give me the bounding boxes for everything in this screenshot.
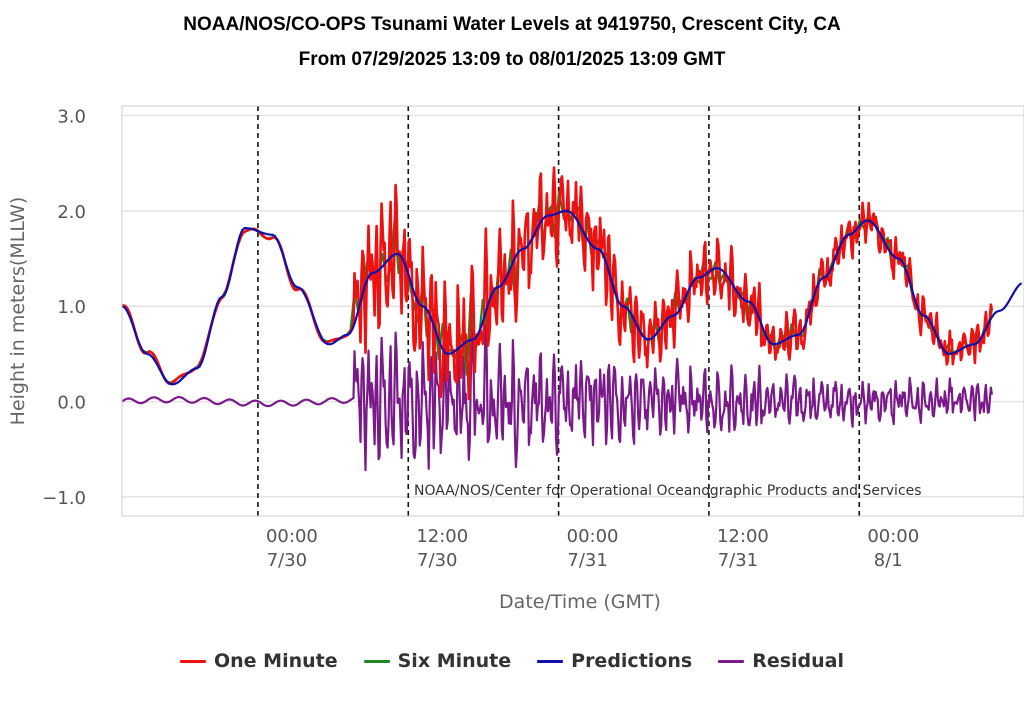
x-tick-date-1: 7/30 [417,550,457,571]
series-one-minute-line [122,166,994,401]
x-tick-time-1: 12:00 [416,526,468,547]
legend-residual-label: Residual [752,650,844,672]
legend-residual-swatch [718,659,745,663]
legend-six-minute-swatch [363,659,390,663]
x-tick-time-3: 12:00 [717,526,769,547]
x-tick-date-0: 7/30 [267,550,307,571]
credit-text: NOAA/NOS/Center for Operational Oceanogr… [414,483,922,499]
legend-predictions-label: Predictions [571,650,693,672]
y-tick-label-3: 2.0 [57,202,86,223]
legend-one-minute-swatch [180,659,206,663]
x-tick-time-2: 00:00 [567,526,619,547]
series-predictions-line [122,209,1023,386]
legend-six-minute-label: Six Minute [397,650,512,672]
x-tick-time-4: 00:00 [867,526,919,547]
legend-one-minute-label: One Minute [214,650,338,672]
y-tick-label-4: 3.0 [57,107,86,128]
legend-six-minute[interactable]: Six Minute [363,650,512,672]
x-tick-date-2: 7/31 [567,550,607,571]
series-residual-line [122,317,993,472]
legend-predictions-swatch [537,659,564,663]
legend-residual[interactable]: Residual [718,650,844,672]
y-tick-label-2: 1.0 [57,297,86,318]
y-tick-label-1: 0.0 [57,393,86,414]
chart-title: NOAA/NOS/CO-OPS Tsunami Water Levels at … [183,14,841,35]
x-tick-date-3: 7/31 [718,550,758,571]
legend-one-minute[interactable]: One Minute [180,650,338,672]
x-tick-date-4: 8/1 [874,550,903,571]
plot-frame [121,105,1024,517]
x-axis-title: Date/Time (GMT) [499,591,661,613]
y-tick-label-0: −1.0 [42,488,86,509]
y-axis-title: Height in meters(MLLW) [7,197,29,426]
legend: One Minute Six Minute Predictions Residu… [0,650,1024,672]
legend-predictions[interactable]: Predictions [537,650,692,672]
x-tick-time-0: 00:00 [266,526,318,547]
chart-subtitle: From 07/29/2025 13:09 to 08/01/2025 13:0… [298,49,726,70]
